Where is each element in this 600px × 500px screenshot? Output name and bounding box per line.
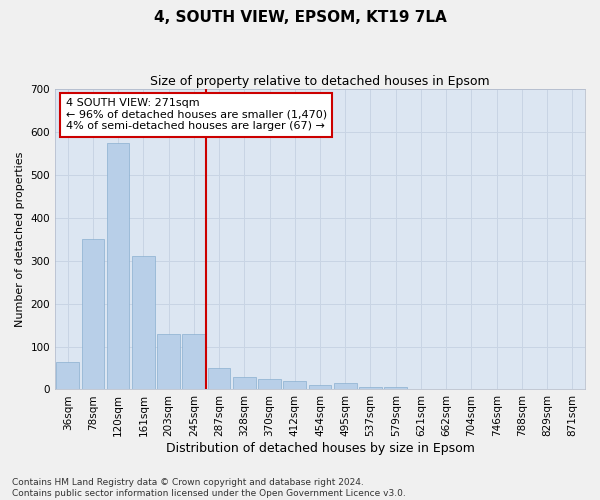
- Bar: [283, 381, 306, 390]
- Bar: [132, 256, 155, 390]
- Bar: [107, 143, 130, 390]
- Bar: [233, 376, 256, 390]
- Text: 4, SOUTH VIEW, EPSOM, KT19 7LA: 4, SOUTH VIEW, EPSOM, KT19 7LA: [154, 10, 446, 25]
- X-axis label: Distribution of detached houses by size in Epsom: Distribution of detached houses by size …: [166, 442, 475, 455]
- Bar: [385, 388, 407, 390]
- Bar: [182, 334, 205, 390]
- Text: 4 SOUTH VIEW: 271sqm
← 96% of detached houses are smaller (1,470)
4% of semi-det: 4 SOUTH VIEW: 271sqm ← 96% of detached h…: [65, 98, 327, 132]
- Bar: [334, 383, 356, 390]
- Bar: [157, 334, 180, 390]
- Bar: [56, 362, 79, 390]
- Y-axis label: Number of detached properties: Number of detached properties: [15, 152, 25, 327]
- Title: Size of property relative to detached houses in Epsom: Size of property relative to detached ho…: [150, 75, 490, 88]
- Text: Contains HM Land Registry data © Crown copyright and database right 2024.
Contai: Contains HM Land Registry data © Crown c…: [12, 478, 406, 498]
- Bar: [308, 385, 331, 390]
- Bar: [359, 388, 382, 390]
- Bar: [208, 368, 230, 390]
- Bar: [258, 378, 281, 390]
- Bar: [82, 240, 104, 390]
